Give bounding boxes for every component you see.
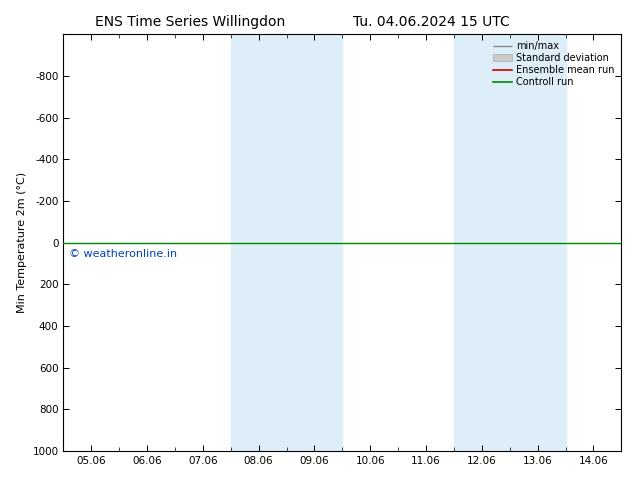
- Text: ENS Time Series Willingdon: ENS Time Series Willingdon: [95, 15, 285, 29]
- Text: © weatheronline.in: © weatheronline.in: [69, 249, 177, 259]
- Bar: [231, 34, 342, 451]
- Legend: min/max, Standard deviation, Ensemble mean run, Controll run: min/max, Standard deviation, Ensemble me…: [491, 39, 616, 89]
- Y-axis label: Min Temperature 2m (°C): Min Temperature 2m (°C): [17, 172, 27, 313]
- Text: Tu. 04.06.2024 15 UTC: Tu. 04.06.2024 15 UTC: [353, 15, 510, 29]
- Bar: [454, 34, 566, 451]
